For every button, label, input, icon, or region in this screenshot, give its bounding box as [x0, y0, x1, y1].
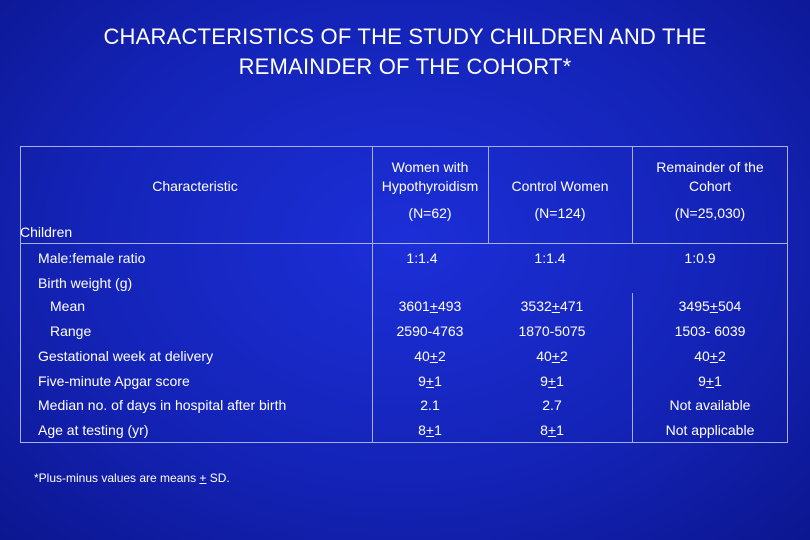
cell-value: 9+1 — [698, 373, 722, 389]
cell-value: 9+1 — [540, 373, 564, 389]
section-children: Children — [20, 224, 73, 240]
row-label: Age at testing (yr) — [38, 422, 149, 438]
row-label: Male:female ratio — [38, 250, 146, 266]
header-divider — [20, 243, 788, 244]
column-divider-4 — [632, 293, 633, 443]
cell-value: 40+2 — [694, 348, 726, 364]
cell-value: 3495+504 — [678, 298, 742, 314]
header-control-women: Control Women — [511, 178, 609, 194]
header-women-with-hypothyroidism: Women with Hypothyroidism — [372, 158, 488, 196]
header-remainder-2: Cohort — [688, 178, 732, 194]
cell-value: 40+2 — [536, 348, 568, 364]
cell-value: Not applicable — [665, 422, 755, 438]
cell-value: 1870-5075 — [518, 323, 586, 339]
cell-value: 3532+471 — [520, 298, 584, 314]
row-label: Gestational week at delivery — [38, 348, 214, 364]
row-label: Range — [50, 323, 92, 339]
cell-value: 2.7 — [542, 397, 562, 413]
cell-value: 8+1 — [540, 422, 564, 438]
cell-value: 3601+493 — [398, 298, 462, 314]
header-hypothyroidism: Hypothyroidism — [381, 178, 479, 194]
header-n-remainder: (N=25,030) — [674, 205, 746, 221]
title-line-2: REMAINDER OF THE COHORT* — [238, 54, 572, 79]
column-divider-1 — [372, 146, 373, 443]
cell-value: 8+1 — [418, 422, 442, 438]
header-remainder-of-cohort: Remainder of the Cohort — [632, 158, 788, 196]
row-label: Median no. of days in hospital after bir… — [38, 397, 287, 413]
header-n-control: (N=124) — [534, 205, 586, 221]
cell-value: Not available — [669, 397, 751, 413]
row-label: Five-minute Apgar score — [38, 373, 190, 389]
header-characteristic: Characteristic — [152, 178, 238, 194]
section-birth-weight: Birth weight (g) — [38, 275, 133, 291]
cell-value: 40+2 — [414, 348, 446, 364]
title-line-1: CHARACTERISTICS OF THE STUDY CHILDREN AN… — [103, 24, 707, 49]
footnote: *Plus-minus values are means + SD. — [34, 471, 230, 485]
column-divider-3 — [632, 146, 633, 243]
header-women-with: Women with — [391, 159, 469, 175]
cell-value: 1:1.4 — [406, 250, 438, 266]
cell-value: 1503- 6039 — [674, 323, 746, 339]
header-remainder-1: Remainder of the — [656, 159, 764, 175]
cell-value: 2.1 — [420, 397, 440, 413]
column-divider-2 — [488, 146, 489, 243]
cell-value: 2590-4763 — [396, 323, 464, 339]
row-label: Mean — [50, 298, 86, 314]
table-border — [20, 146, 788, 443]
page-title: CHARACTERISTICS OF THE STUDY CHILDREN AN… — [0, 22, 810, 82]
cell-value: 9+1 — [418, 373, 442, 389]
cell-value: 1:0.9 — [684, 250, 716, 266]
cell-value: 1:1.4 — [534, 250, 566, 266]
header-n-hypothyroidism: (N=62) — [408, 205, 452, 221]
